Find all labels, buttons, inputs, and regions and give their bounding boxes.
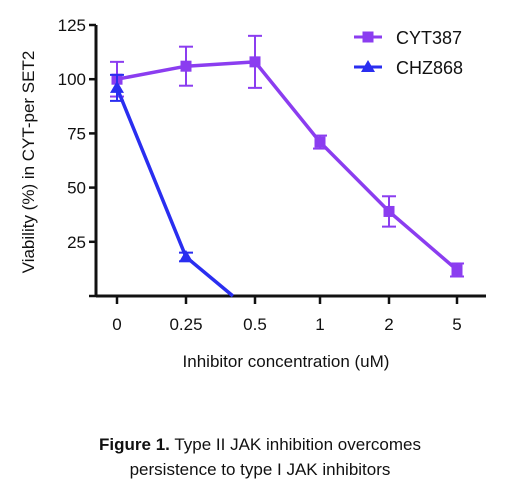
data-point bbox=[383, 205, 395, 217]
data-point bbox=[314, 136, 326, 148]
data-point bbox=[249, 56, 261, 68]
y-axis-ticks: 25 50 75 100 125 bbox=[58, 16, 96, 298]
x-tick-label: 1 bbox=[315, 315, 324, 334]
y-axis-label: Viability (%) in CYT-per SET2 bbox=[19, 51, 38, 274]
x-tick-label: 5 bbox=[452, 315, 461, 334]
legend-marker bbox=[362, 31, 374, 43]
y-tick-label: 25 bbox=[67, 233, 86, 252]
data-point bbox=[180, 60, 192, 72]
x-axis-ticks: 0 0.25 0.5 1 2 5 bbox=[112, 296, 462, 334]
series-layer bbox=[110, 34, 464, 298]
data-point bbox=[451, 264, 463, 276]
series-CHZ868 bbox=[110, 73, 235, 298]
figure-label: Figure 1. bbox=[99, 435, 170, 454]
x-tick-label: 0.25 bbox=[169, 315, 202, 334]
caption-text: Type II JAK inhibition overcomes bbox=[169, 435, 421, 454]
data-point bbox=[110, 80, 124, 93]
series-line bbox=[116, 60, 459, 272]
x-tick-label: 2 bbox=[384, 315, 393, 334]
x-tick-label: 0 bbox=[112, 315, 121, 334]
y-tick-label: 50 bbox=[67, 179, 86, 198]
y-tick-label: 75 bbox=[67, 124, 86, 143]
caption-line-2: persistence to type I JAK inhibitors bbox=[129, 460, 391, 479]
series-line bbox=[115, 87, 235, 298]
chart-axes bbox=[94, 25, 486, 298]
data-point bbox=[179, 249, 193, 262]
legend: CYT387 CHZ868 bbox=[354, 28, 463, 78]
y-tick-label: 125 bbox=[58, 16, 86, 35]
y-tick-label: 100 bbox=[58, 70, 86, 89]
x-axis-label: Inhibitor concentration (uM) bbox=[183, 352, 390, 371]
legend-label: CYT387 bbox=[396, 28, 462, 48]
legend-label: CHZ868 bbox=[396, 58, 463, 78]
x-tick-label: 0.5 bbox=[243, 315, 267, 334]
legend-marker bbox=[361, 60, 375, 72]
figure-caption: Figure 1. Type II JAK inhibition overcom… bbox=[0, 432, 520, 482]
